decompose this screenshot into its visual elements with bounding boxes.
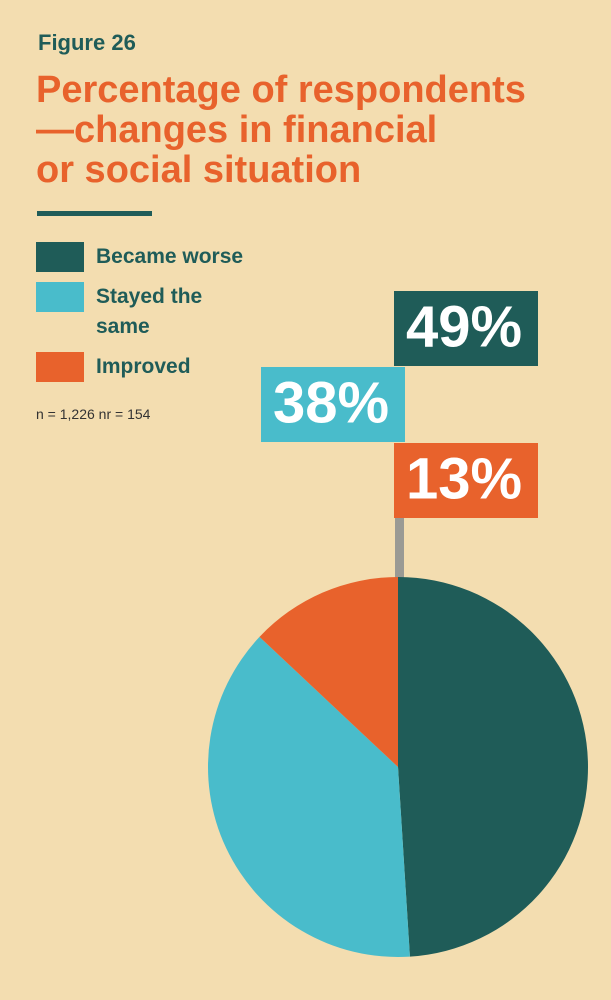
value-label: 13% <box>406 446 522 511</box>
value-label: 38% <box>273 370 389 435</box>
pie-slice <box>208 636 410 957</box>
title-rule <box>37 211 152 216</box>
legend-label: Stayed the same <box>96 285 203 338</box>
legend-item: Became worse <box>36 242 276 272</box>
title-line: or social situation <box>36 149 362 191</box>
chart-title: Percentage of respondents —changes in fin… <box>36 70 526 190</box>
legend-swatch <box>36 242 84 272</box>
legend: Became worse Stayed the same Improved <box>36 242 276 392</box>
value-label: 49% <box>406 294 522 359</box>
legend-item: Stayed the same <box>36 282 276 342</box>
legend-label: Improved <box>96 355 191 378</box>
title-line: —changes in financial <box>36 109 438 151</box>
legend-label: Became worse <box>96 245 244 268</box>
label-box <box>394 291 538 366</box>
legend-item: Improved <box>36 352 276 382</box>
legend-swatch <box>36 352 84 382</box>
label-stem <box>395 515 404 580</box>
pie-slice <box>398 577 589 957</box>
label-box <box>261 367 405 442</box>
legend-swatch <box>36 282 84 312</box>
pie-slice <box>259 577 398 767</box>
label-box <box>394 443 538 518</box>
figure-label: Figure 26 <box>38 30 136 55</box>
title-line: Percentage of respondents <box>36 69 526 111</box>
sample-note: n = 1,226 nr = 154 <box>36 406 151 422</box>
